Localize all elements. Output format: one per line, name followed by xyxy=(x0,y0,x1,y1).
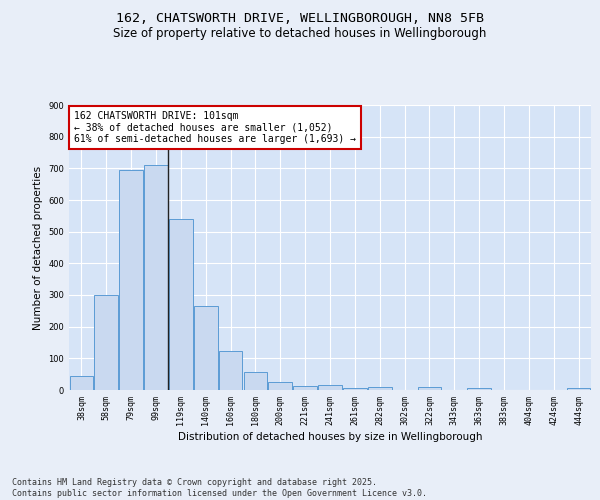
Y-axis label: Number of detached properties: Number of detached properties xyxy=(33,166,43,330)
Bar xyxy=(70,376,93,390)
X-axis label: Distribution of detached houses by size in Wellingborough: Distribution of detached houses by size … xyxy=(178,432,482,442)
Bar xyxy=(219,352,242,390)
Bar xyxy=(144,165,168,390)
Bar xyxy=(293,386,317,390)
Bar xyxy=(318,384,342,390)
Bar xyxy=(194,306,218,390)
Bar xyxy=(169,219,193,390)
Bar xyxy=(567,388,590,390)
Text: 162 CHATSWORTH DRIVE: 101sqm
← 38% of detached houses are smaller (1,052)
61% of: 162 CHATSWORTH DRIVE: 101sqm ← 38% of de… xyxy=(74,110,356,144)
Bar xyxy=(467,388,491,390)
Bar xyxy=(94,295,118,390)
Text: Size of property relative to detached houses in Wellingborough: Size of property relative to detached ho… xyxy=(113,28,487,40)
Bar xyxy=(244,372,267,390)
Bar xyxy=(268,382,292,390)
Bar xyxy=(368,388,392,390)
Text: 162, CHATSWORTH DRIVE, WELLINGBOROUGH, NN8 5FB: 162, CHATSWORTH DRIVE, WELLINGBOROUGH, N… xyxy=(116,12,484,26)
Bar xyxy=(418,387,441,390)
Bar xyxy=(119,170,143,390)
Bar xyxy=(343,388,367,390)
Text: Contains HM Land Registry data © Crown copyright and database right 2025.
Contai: Contains HM Land Registry data © Crown c… xyxy=(12,478,427,498)
